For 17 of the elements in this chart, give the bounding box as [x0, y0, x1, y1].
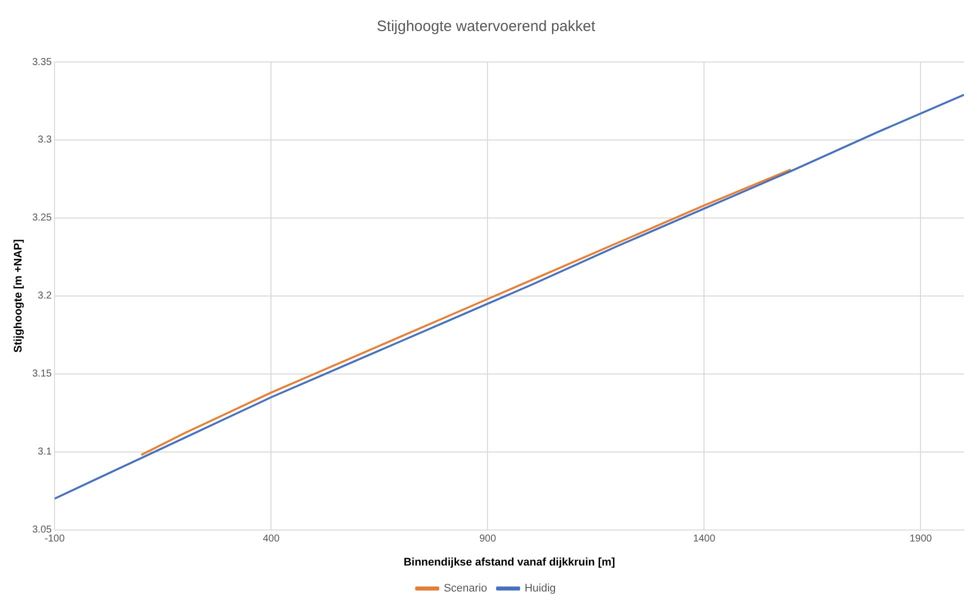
y-axis-title: Stijghoogte [m +NAP] [12, 238, 25, 353]
x-tick-label: 1400 [693, 534, 716, 545]
y-tick-label: 3.35 [32, 56, 52, 68]
y-tick-label: 3.2 [38, 290, 52, 302]
x-tick-label: -100 [44, 534, 66, 545]
y-tick-label: 3.3 [38, 134, 52, 146]
x-axis-title: Binnendijkse afstand vanaf dijkkruin [m] [404, 556, 616, 568]
x-tick-label: 400 [262, 534, 280, 545]
legend-label: Scenario [444, 582, 488, 595]
y-tick-label: 3.05 [32, 524, 52, 536]
y-tick-label: 3.1 [38, 446, 52, 458]
y-tick-label: 3.25 [32, 212, 52, 224]
x-tick-label: 900 [479, 534, 496, 545]
legend-label: Huidig [524, 582, 556, 595]
y-tick-label: 3.15 [32, 368, 52, 380]
x-tick-label: 1900 [910, 534, 932, 545]
chart-title: Stijghoogte watervoerend pakket [376, 18, 596, 36]
